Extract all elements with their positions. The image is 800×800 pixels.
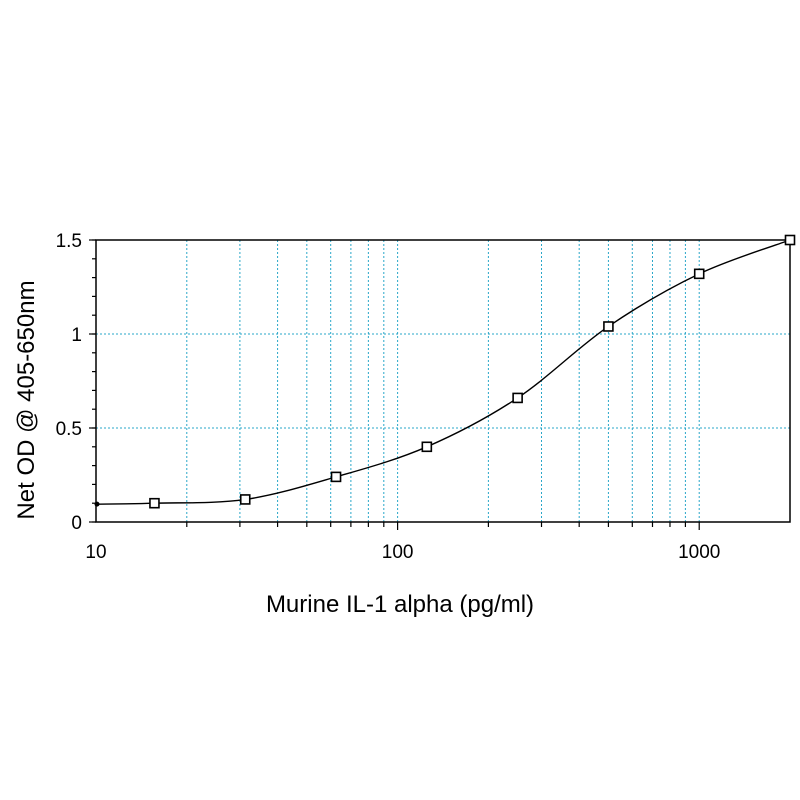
data-point — [421, 441, 433, 453]
data-point — [603, 321, 614, 332]
grid — [96, 240, 790, 522]
data-point — [330, 471, 342, 483]
data-point — [512, 392, 523, 404]
y-tick-labels: 0 0.5 1 1.5 — [56, 231, 82, 534]
x-tick-labels: 10 100 1000 — [85, 542, 720, 563]
curve-start-marker — [94, 501, 100, 507]
y-tick-label: 0 — [71, 513, 82, 534]
x-tick-label: 100 — [382, 542, 414, 563]
x-axis-label: Murine IL-1 alpha (pg/ml) — [266, 591, 534, 618]
plot-frame — [95, 239, 791, 523]
y-tick-label: 1.5 — [56, 231, 82, 252]
data-point — [239, 494, 251, 505]
data-points — [94, 234, 796, 509]
y-axis-label: Net OD @ 405-650nm — [13, 280, 40, 519]
axis-ticks — [89, 239, 700, 530]
fitted-curve — [95, 239, 791, 505]
data-point — [784, 234, 796, 246]
y-tick-label: 0.5 — [56, 419, 82, 440]
data-point — [149, 497, 160, 509]
x-tick-label: 1000 — [678, 542, 720, 563]
x-tick-label: 10 — [85, 542, 106, 563]
data-point — [693, 268, 705, 280]
y-tick-label: 1 — [71, 325, 82, 346]
